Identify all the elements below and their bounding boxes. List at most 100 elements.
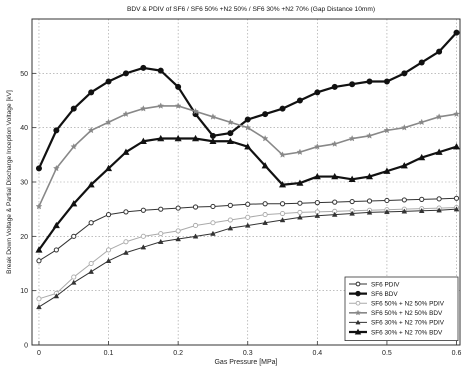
data-point xyxy=(262,219,268,225)
data-point xyxy=(53,164,60,172)
series-4 xyxy=(35,102,460,210)
legend: SF6 PDIV SF6 BDV SF6 50% + N2 50% PDIV SF6 … xyxy=(344,276,459,341)
data-point xyxy=(175,205,181,211)
legend-entry: SF6 PDIV xyxy=(349,281,400,288)
data-point xyxy=(331,172,339,180)
legend-label: SF6 30% + N2 70% PDIV xyxy=(371,320,445,327)
legend-entry: SF6 BDV xyxy=(349,290,398,298)
data-point xyxy=(349,198,355,205)
data-point xyxy=(348,135,356,142)
data-point xyxy=(210,230,216,236)
data-point xyxy=(35,165,42,172)
data-point xyxy=(157,238,164,244)
data-point xyxy=(261,135,269,142)
data-point xyxy=(383,167,391,174)
data-point xyxy=(140,105,147,112)
data-point xyxy=(123,249,129,255)
y-tick-label: 20 xyxy=(20,234,28,241)
data-point xyxy=(279,210,286,217)
data-point xyxy=(453,110,460,117)
data-point xyxy=(70,143,78,150)
data-point xyxy=(453,206,460,212)
x-tick-label: 0.5 xyxy=(382,350,392,357)
legend-marker xyxy=(355,300,361,306)
legend-entry: SF6 30% + N2 70% PDIV xyxy=(349,320,445,327)
legend-label: SF6 50% + N2 50% BDV xyxy=(371,310,443,317)
data-point xyxy=(296,97,303,104)
data-point xyxy=(88,220,94,226)
legend-label: SF6 BDV xyxy=(371,291,398,298)
data-point xyxy=(123,239,129,245)
series-1 xyxy=(36,195,460,264)
axis-ticks: 0 0.1 0.2 0.3 0.4 0.5 0.6 0 10 20 30 40 50 xyxy=(20,71,461,357)
data-point xyxy=(436,207,442,213)
data-point xyxy=(401,70,408,77)
data-point xyxy=(157,134,165,142)
data-point xyxy=(174,102,182,109)
data-point xyxy=(262,212,268,218)
data-point xyxy=(192,204,199,210)
data-point xyxy=(105,257,112,263)
data-point xyxy=(175,228,181,234)
data-point xyxy=(140,207,146,213)
data-point xyxy=(418,59,425,66)
data-point xyxy=(158,206,164,212)
data-point xyxy=(87,126,95,134)
data-point xyxy=(314,212,321,218)
data-point xyxy=(192,134,200,142)
data-point xyxy=(297,209,303,215)
data-point xyxy=(158,231,164,237)
data-point xyxy=(140,64,147,71)
data-point xyxy=(227,202,233,208)
data-point xyxy=(210,220,216,226)
legend-box xyxy=(344,276,459,341)
data-point xyxy=(210,203,216,210)
series-layer xyxy=(35,29,461,310)
data-point xyxy=(140,233,146,239)
data-point xyxy=(245,201,251,207)
y-tick-label: 10 xyxy=(20,288,28,295)
data-point xyxy=(174,134,182,142)
data-point xyxy=(245,214,251,220)
legend-marker xyxy=(355,281,361,287)
data-point xyxy=(436,48,443,55)
x-axis-label: Gas Pressure [MPa] xyxy=(214,359,277,366)
legend-marker xyxy=(354,309,362,316)
data-point xyxy=(35,202,43,210)
data-point xyxy=(349,210,355,216)
data-point xyxy=(244,222,251,228)
legend-entry: SF6 30% + N2 70% BDV xyxy=(349,328,443,336)
data-point xyxy=(400,124,408,131)
data-point xyxy=(88,89,95,96)
data-point xyxy=(192,107,199,115)
y-tick-label: 40 xyxy=(20,125,28,132)
data-point xyxy=(87,181,95,188)
data-point xyxy=(123,209,129,215)
data-point xyxy=(105,212,112,218)
data-point xyxy=(366,209,373,215)
data-point xyxy=(88,260,94,267)
data-point xyxy=(53,247,59,253)
data-point xyxy=(53,127,60,134)
data-point xyxy=(244,116,251,123)
data-point xyxy=(331,140,339,147)
data-point xyxy=(279,217,286,223)
data-point xyxy=(348,175,356,182)
data-point xyxy=(227,225,234,231)
x-tick-label: 0.4 xyxy=(312,350,322,357)
data-point xyxy=(296,179,304,186)
data-point xyxy=(418,207,425,213)
x-tick-label: 0.6 xyxy=(452,350,462,357)
data-point xyxy=(453,195,460,201)
data-point xyxy=(261,162,269,169)
data-point xyxy=(332,199,338,205)
data-point xyxy=(106,247,112,253)
data-point xyxy=(226,137,234,144)
data-point xyxy=(383,126,391,134)
data-point xyxy=(192,233,199,239)
data-point xyxy=(279,105,286,112)
data-point xyxy=(419,196,425,202)
data-point xyxy=(331,83,338,90)
data-point xyxy=(331,211,338,217)
